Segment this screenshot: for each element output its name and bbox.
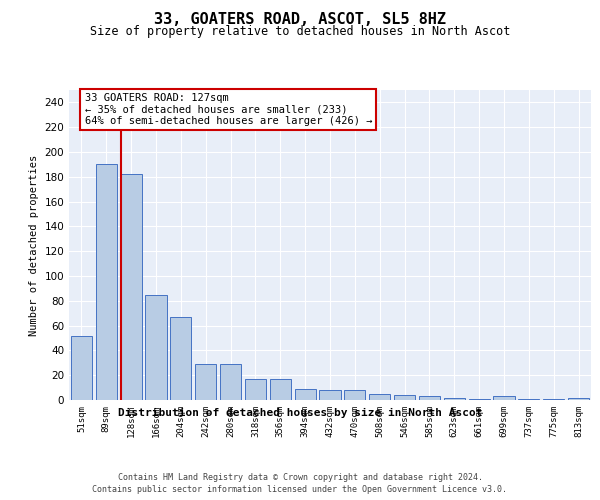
Bar [493, 396, 515, 400]
Bar [121, 174, 142, 400]
Text: Size of property relative to detached houses in North Ascot: Size of property relative to detached ho… [90, 25, 510, 38]
Bar [145, 294, 167, 400]
Text: Contains public sector information licensed under the Open Government Licence v3: Contains public sector information licen… [92, 485, 508, 494]
Bar [170, 317, 191, 400]
Text: 33, GOATERS ROAD, ASCOT, SL5 8HZ: 33, GOATERS ROAD, ASCOT, SL5 8HZ [154, 12, 446, 28]
Text: Distribution of detached houses by size in North Ascot: Distribution of detached houses by size … [118, 408, 482, 418]
Bar [96, 164, 117, 400]
Bar [543, 399, 564, 400]
Bar [245, 379, 266, 400]
Text: 33 GOATERS ROAD: 127sqm
← 35% of detached houses are smaller (233)
64% of semi-d: 33 GOATERS ROAD: 127sqm ← 35% of detache… [85, 93, 372, 126]
Bar [568, 398, 589, 400]
Text: Contains HM Land Registry data © Crown copyright and database right 2024.: Contains HM Land Registry data © Crown c… [118, 472, 482, 482]
Bar [220, 364, 241, 400]
Bar [394, 395, 415, 400]
Bar [295, 389, 316, 400]
Bar [518, 399, 539, 400]
Bar [444, 398, 465, 400]
Bar [195, 364, 216, 400]
Bar [369, 394, 390, 400]
Bar [71, 336, 92, 400]
Bar [469, 399, 490, 400]
Bar [270, 379, 291, 400]
Y-axis label: Number of detached properties: Number of detached properties [29, 154, 39, 336]
Bar [319, 390, 341, 400]
Bar [344, 390, 365, 400]
Bar [419, 396, 440, 400]
